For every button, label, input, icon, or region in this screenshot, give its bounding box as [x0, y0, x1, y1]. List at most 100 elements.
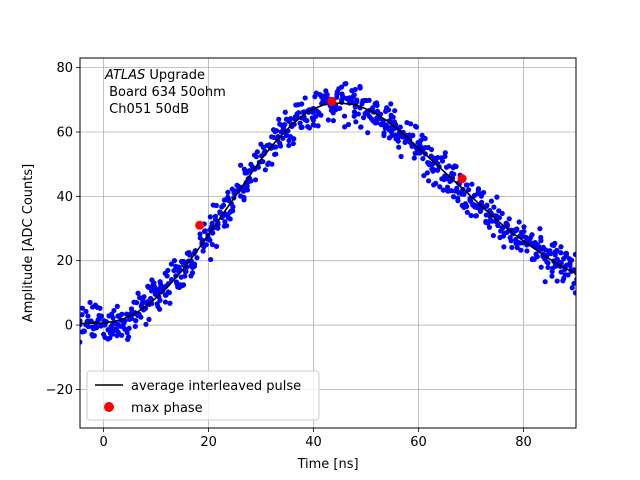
sample-point: [173, 279, 180, 285]
x-tick-label: 20: [200, 435, 217, 450]
annotation-experiment: ATLAS: [104, 68, 145, 83]
sample-point: [280, 135, 286, 141]
sample-point: [574, 276, 576, 282]
sample-point: [313, 113, 319, 119]
sample-point: [352, 86, 358, 93]
sample-point: [97, 305, 103, 311]
sample-point: [508, 238, 514, 244]
sample-point: [448, 188, 454, 194]
x-tick-label: 0: [99, 435, 107, 450]
sample-point: [571, 280, 576, 286]
sample-point: [473, 203, 480, 209]
sample-point: [154, 301, 160, 307]
sample-point: [437, 184, 443, 190]
sample-point: [521, 224, 527, 230]
sample-point: [168, 261, 174, 267]
sample-point: [203, 242, 209, 248]
sample-point: [468, 212, 474, 219]
sample-point: [496, 215, 502, 221]
max-phase-marker: [327, 96, 337, 106]
sample-point: [81, 328, 87, 334]
sample-point: [446, 163, 452, 169]
sample-point: [424, 170, 430, 176]
sample-point: [486, 224, 493, 230]
sample-point: [165, 267, 171, 274]
sample-point: [324, 91, 330, 98]
sample-point: [98, 313, 105, 319]
legend-entry-max-phase: max phase: [131, 401, 203, 416]
sample-point: [157, 297, 163, 303]
sample-point: [93, 325, 100, 331]
sample-point: [455, 198, 461, 204]
sample-point: [469, 181, 475, 187]
sample-point: [351, 113, 357, 119]
sample-point: [439, 158, 446, 164]
ticks: 0 20 40 60 80 −20 0 20 40 60 80: [46, 61, 532, 450]
sample-point: [477, 208, 483, 214]
sample-point: [397, 124, 403, 130]
sample-point: [253, 154, 260, 160]
sample-point: [85, 313, 91, 319]
sample-point: [273, 144, 279, 150]
legend-entry-average-pulse: average interleaved pulse: [131, 379, 301, 394]
sample-point: [413, 124, 420, 130]
sample-point: [119, 332, 125, 338]
sample-point: [145, 283, 151, 289]
sample-point: [365, 130, 371, 136]
sample-point: [304, 118, 310, 124]
sample-point: [273, 151, 279, 157]
sample-point: [490, 232, 496, 239]
sample-point: [353, 119, 359, 125]
sample-point: [381, 130, 387, 136]
sample-point: [220, 202, 227, 208]
sample-point: [254, 149, 260, 155]
sample-point: [442, 153, 448, 160]
sample-point: [238, 162, 244, 168]
sample-point: [465, 187, 472, 193]
sample-point: [389, 132, 395, 139]
x-axis-label: Time [ns]: [296, 457, 358, 472]
sample-point: [534, 253, 540, 260]
sample-point: [325, 117, 331, 123]
sample-point: [345, 121, 352, 128]
sample-point: [442, 150, 448, 156]
sample-point: [454, 185, 460, 191]
sample-point: [310, 117, 317, 123]
sample-point: [230, 204, 236, 210]
sample-point: [176, 266, 183, 272]
sample-point: [133, 300, 140, 306]
sample-point: [273, 128, 280, 134]
sample-point: [495, 222, 501, 229]
sample-point: [138, 314, 144, 320]
sample-point: [248, 178, 254, 184]
sample-point: [554, 247, 560, 253]
max-phase-marker: [457, 174, 467, 184]
sample-point: [295, 110, 302, 116]
sample-point: [572, 251, 576, 257]
sample-point: [80, 305, 86, 311]
sample-point: [390, 114, 396, 120]
sample-point: [518, 247, 524, 253]
sample-point: [110, 315, 116, 321]
sample-point: [392, 108, 398, 114]
sample-point: [357, 85, 363, 91]
legend: average interleaved pulse max phase: [86, 370, 320, 421]
sample-point: [224, 223, 230, 229]
sample-point: [209, 220, 215, 226]
sample-point: [453, 163, 459, 170]
sample-point: [388, 101, 394, 107]
max-phase-marker: [195, 220, 205, 230]
x-tick-label: 80: [515, 435, 532, 450]
sample-point: [422, 135, 428, 142]
sample-point: [350, 93, 357, 99]
sample-point: [297, 120, 303, 126]
sample-point: [293, 114, 299, 120]
sample-point: [338, 84, 345, 90]
y-tick-label: 60: [56, 126, 73, 141]
sample-point: [166, 290, 172, 296]
sample-point: [348, 98, 355, 104]
sample-point: [334, 91, 340, 98]
sample-point: [187, 252, 193, 258]
sample-point: [115, 329, 121, 335]
sample-point: [538, 264, 544, 270]
